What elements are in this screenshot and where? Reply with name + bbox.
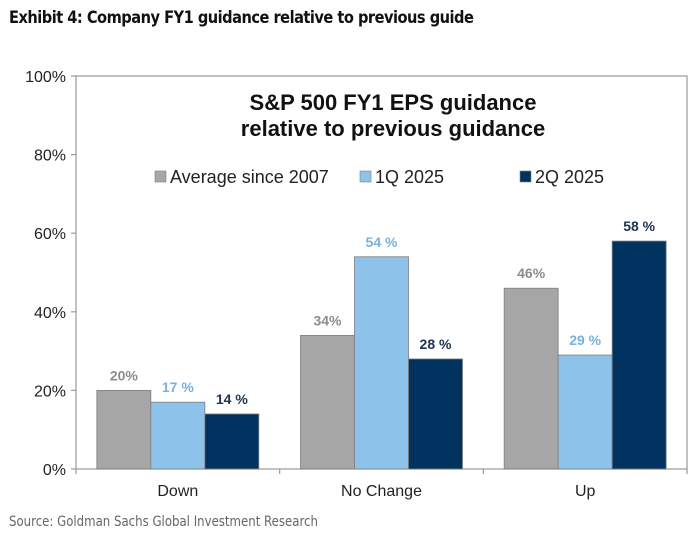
bar-1-1: [354, 256, 409, 470]
chart-title-line-1: S&P 500 FY1 EPS guidance: [250, 90, 537, 115]
bar-0-2: [503, 287, 559, 470]
data-label: 28 %: [420, 336, 452, 352]
data-labels: 20% 34% 46% 17 % 54 % 29 % 14 % 28 % 58 %: [110, 218, 656, 407]
legend-label: 1Q 2025: [375, 167, 444, 187]
x-axis: Down No Change Up: [75, 469, 688, 500]
legend-item: 2Q 2025: [519, 167, 604, 187]
legend-item: 1Q 2025: [359, 167, 444, 187]
data-label: 17 %: [162, 379, 194, 395]
y-axis: 0% 20% 40% 60% 80% 100%: [25, 69, 76, 479]
bars: [96, 240, 667, 470]
y-tick-label: 40%: [34, 305, 66, 322]
legend-swatch: [154, 170, 167, 183]
y-tick-label: 20%: [34, 383, 66, 400]
legend: Average since 2007 1Q 2025 2Q 2025: [154, 167, 604, 187]
data-label: 29 %: [569, 332, 601, 348]
bar-0-1: [300, 334, 355, 470]
source-note: Source: Goldman Sachs Global Investment …: [9, 514, 318, 530]
y-tick-label: 60%: [34, 226, 66, 243]
exhibit-title: Exhibit 4: Company FY1 guidance relative…: [9, 8, 474, 28]
data-label: 54 %: [366, 234, 398, 250]
data-label: 14 %: [216, 391, 248, 407]
data-label: 34%: [313, 312, 342, 328]
bar-1-2: [557, 354, 613, 470]
legend-swatch: [519, 170, 532, 183]
x-category-label: No Change: [341, 483, 422, 500]
bar-0-0: [96, 389, 152, 470]
data-label: 46%: [517, 265, 546, 281]
legend-label: 2Q 2025: [535, 167, 604, 187]
bar-2-1: [408, 358, 463, 470]
y-tick-label: 80%: [34, 148, 66, 165]
data-label: 20%: [110, 367, 139, 383]
bar-1-0: [150, 401, 206, 470]
bar-2-2: [611, 240, 667, 470]
legend-item: Average since 2007: [154, 167, 329, 187]
legend-swatch: [359, 170, 372, 183]
legend-label: Average since 2007: [170, 167, 329, 187]
chart-title: S&P 500 FY1 EPS guidance relative to pre…: [241, 90, 545, 141]
bar-2-0: [204, 413, 260, 470]
y-tick-label: 100%: [25, 69, 66, 86]
chart-title-line-2: relative to previous guidance: [241, 116, 545, 141]
y-tick-label: 0%: [43, 462, 66, 479]
x-category-label: Down: [157, 483, 198, 500]
x-category-label: Up: [575, 483, 596, 500]
data-label: 58 %: [623, 218, 655, 234]
